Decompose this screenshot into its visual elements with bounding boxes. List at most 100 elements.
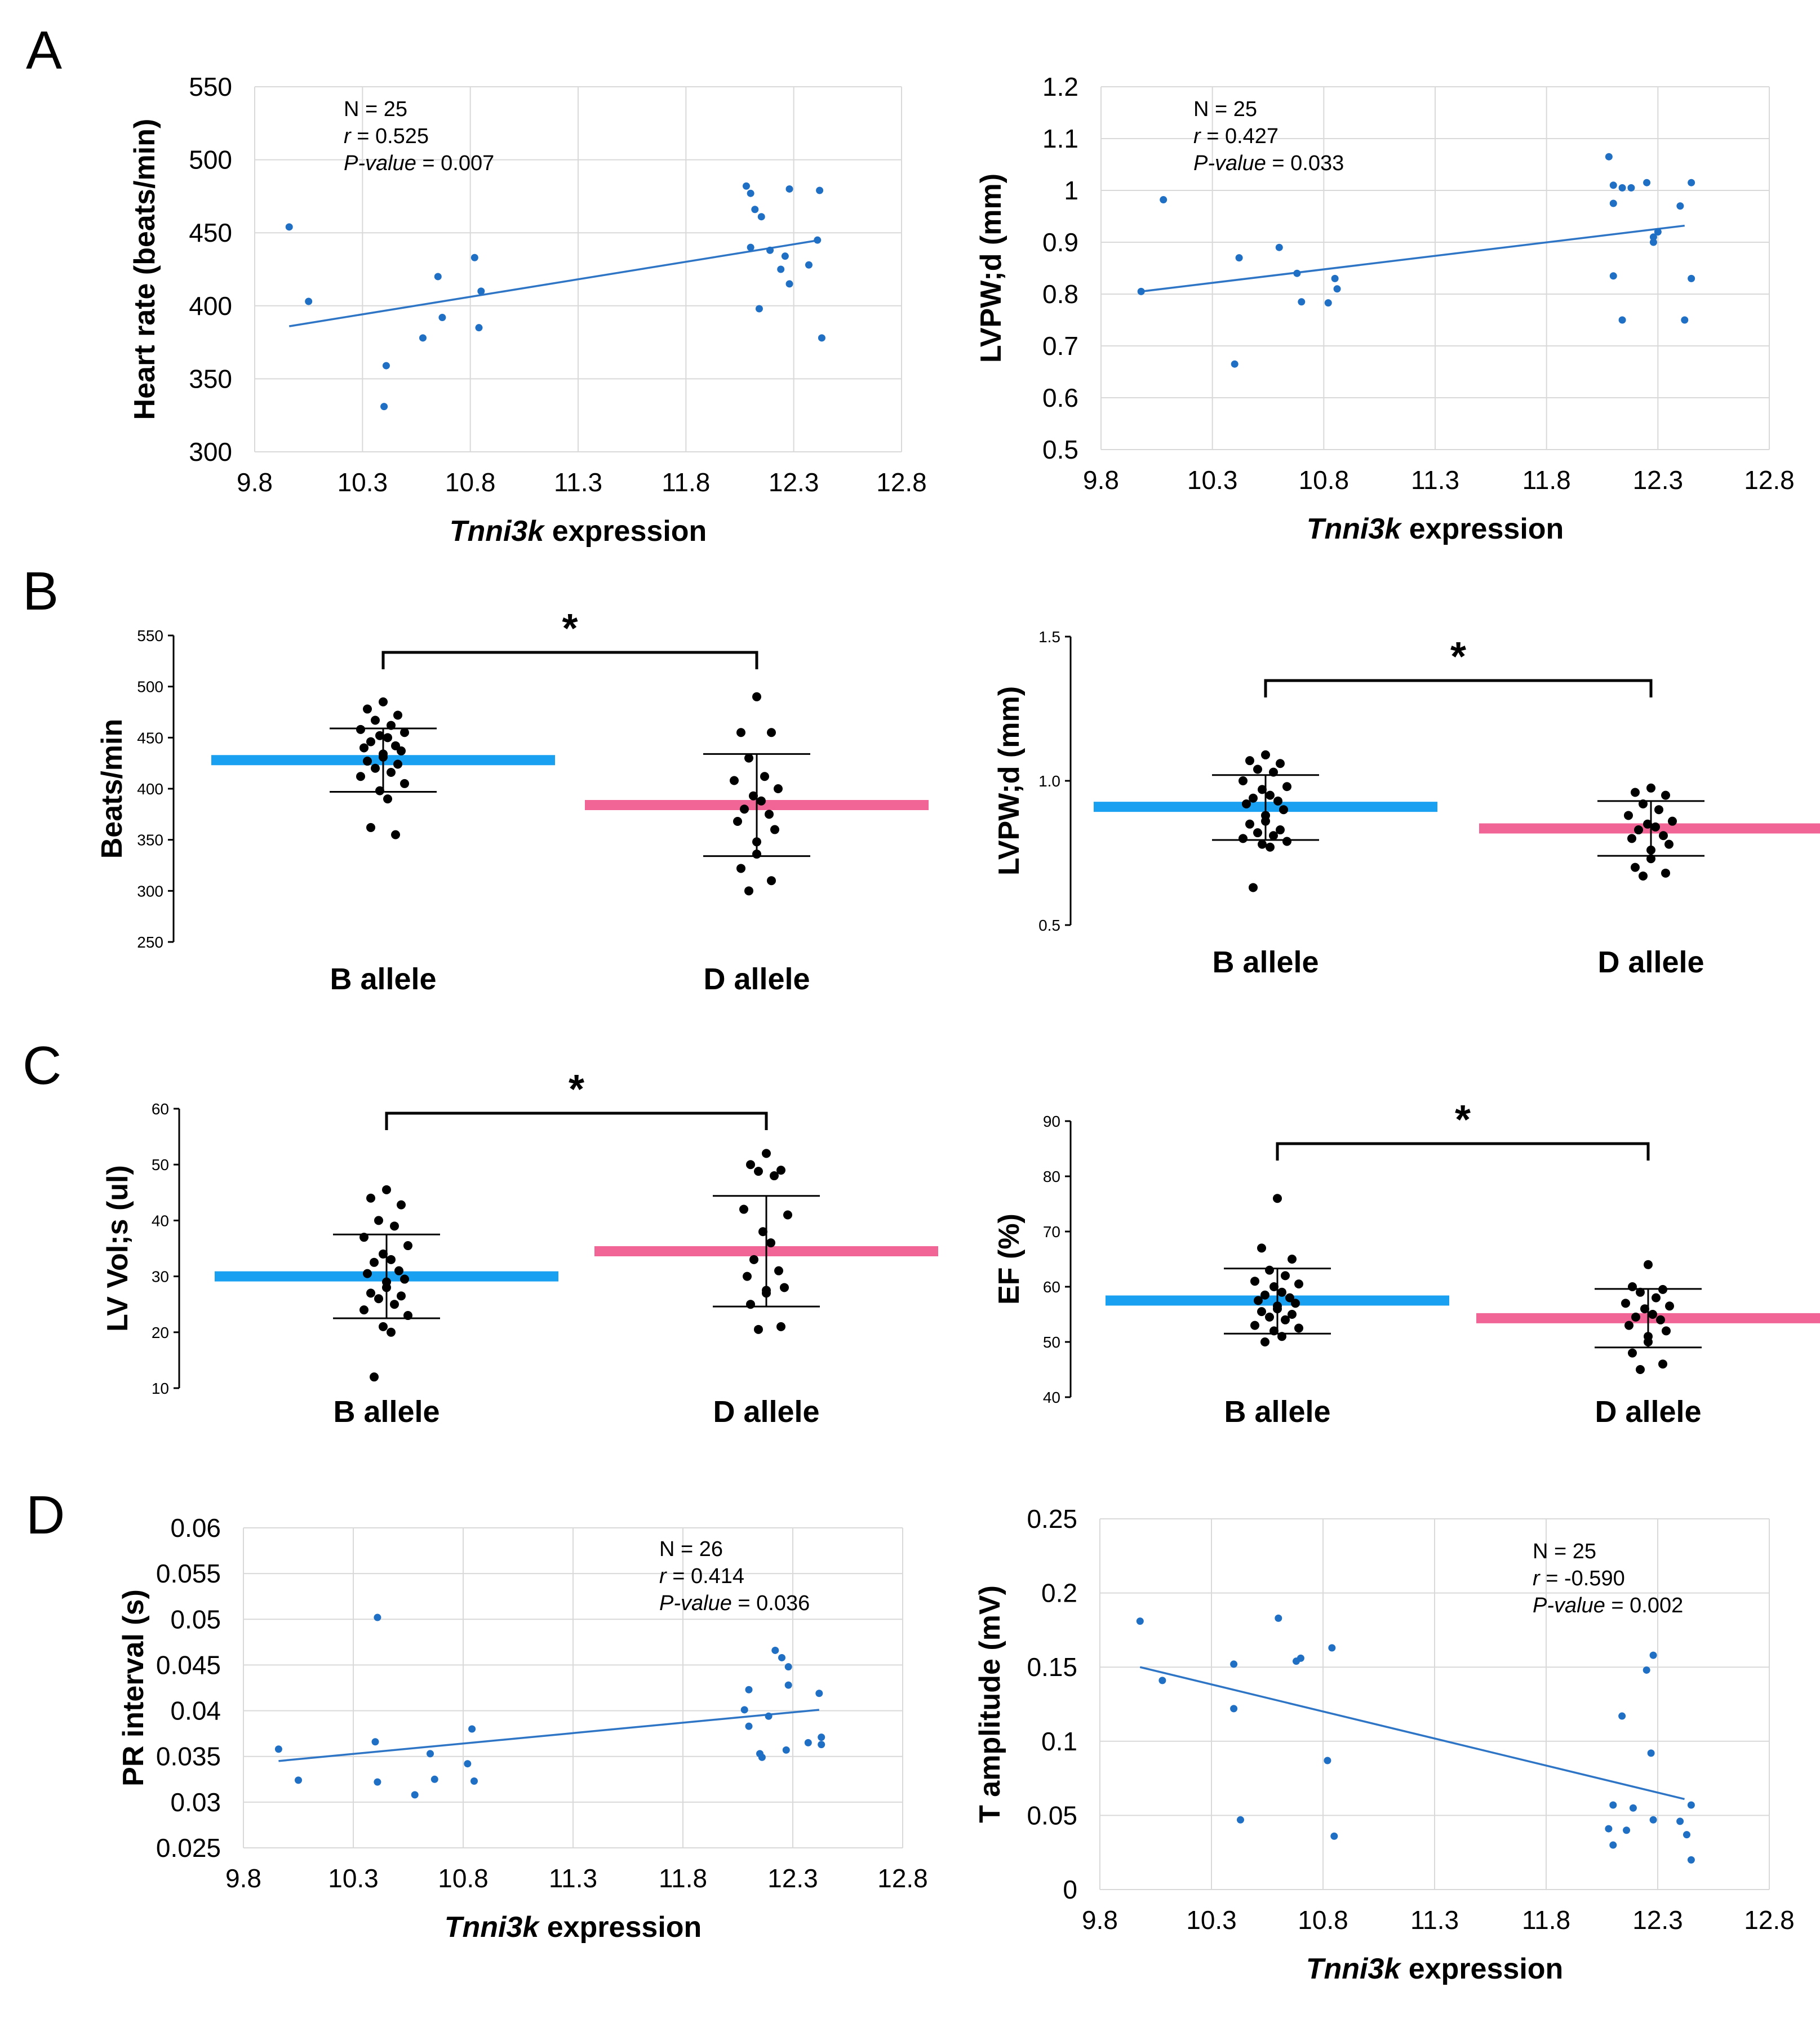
x-tick-label: 9.8	[237, 468, 273, 497]
y-tick-label: 350	[189, 364, 232, 393]
data-point	[744, 753, 753, 763]
data-point	[1658, 1359, 1667, 1369]
data-point	[771, 1646, 779, 1654]
y-axis-title: T amplitude (mV)	[974, 1585, 1006, 1823]
data-point	[1646, 854, 1655, 864]
data-point	[1275, 243, 1283, 251]
chart-a-left: 9.8 10.3 10.8 11.3 11.8 12.3 12.8 300 350 400 450 5…	[128, 72, 927, 548]
data-point	[430, 1775, 438, 1783]
y-tick-label: 0.5	[1042, 435, 1078, 464]
x-tick-label: 11.8	[1522, 465, 1571, 495]
data-point	[782, 1746, 790, 1754]
data-point	[375, 731, 384, 740]
data-point	[1609, 181, 1617, 189]
annotation-p-label: P-value	[1533, 1594, 1605, 1617]
y-tick-label: 500	[137, 678, 163, 696]
annotation-r-label: r	[659, 1564, 667, 1588]
data-point	[1618, 316, 1626, 324]
data-point	[1605, 153, 1613, 161]
annotation-p-value: = 0.033	[1266, 152, 1344, 175]
data-point	[749, 1255, 758, 1264]
annotation-r: r = -0.590	[1533, 1567, 1625, 1590]
y-tick-label: 0.035	[156, 1742, 221, 1771]
x-tick-label: 9.8	[225, 1864, 261, 1893]
annotation-r: r = 0.414	[659, 1564, 744, 1588]
annotation-r-value: = 0.525	[351, 125, 429, 148]
data-point	[776, 1166, 785, 1175]
data-point	[295, 1776, 302, 1784]
y-tick-label: 0.9	[1042, 228, 1078, 257]
annotation-p: P-value = 0.033	[1193, 152, 1344, 175]
data-point	[1249, 883, 1258, 892]
y-tick-label: 60	[1043, 1278, 1060, 1296]
data-point	[391, 830, 400, 839]
data-point	[1609, 199, 1617, 207]
annotation-r-label: r	[344, 125, 352, 148]
data-point	[751, 206, 759, 214]
data-point	[767, 728, 776, 737]
data-point	[1681, 316, 1689, 324]
data-point	[1664, 839, 1673, 849]
data-point	[1661, 868, 1670, 878]
data-point	[1652, 1293, 1661, 1303]
y-axis-title: EF (%)	[993, 1213, 1026, 1305]
data-point	[1294, 1323, 1303, 1333]
data-point	[1254, 1296, 1263, 1305]
data-point	[784, 1663, 792, 1671]
data-point	[1654, 805, 1663, 815]
data-point	[1656, 1315, 1665, 1324]
chart-d-left: 9.8 10.3 10.8 11.3 11.8 12.3 12.8 0.025 0.03 0.03…	[117, 1513, 928, 1944]
data-point	[1137, 287, 1145, 295]
data-point	[745, 1722, 753, 1730]
data-point	[777, 265, 785, 273]
category-label: D allele	[1597, 945, 1704, 979]
data-point	[1249, 793, 1258, 803]
data-point	[1605, 1825, 1613, 1833]
y-tick-label: 0.055	[156, 1559, 221, 1588]
data-point	[400, 779, 409, 788]
data-point	[1273, 796, 1282, 806]
x-tick-label: 11.3	[1410, 1905, 1459, 1935]
data-point	[1639, 871, 1648, 881]
data-point	[1662, 1326, 1671, 1336]
data-point	[1618, 184, 1626, 192]
data-point	[1324, 299, 1332, 307]
data-point	[1239, 776, 1248, 785]
data-point	[742, 182, 750, 190]
data-point	[816, 186, 824, 194]
data-point	[383, 733, 392, 743]
y-tick-label: 1.5	[1038, 628, 1060, 646]
data-point	[755, 305, 763, 313]
y-tick-label: 250	[137, 934, 163, 951]
data-point	[363, 704, 372, 714]
annotation-p-value: = 0.036	[732, 1592, 810, 1615]
y-tick-label: 450	[189, 218, 232, 247]
data-point	[1649, 233, 1657, 241]
data-point	[774, 1266, 783, 1275]
data-point	[374, 1294, 383, 1304]
data-point	[749, 791, 758, 801]
data-point	[1250, 1321, 1259, 1330]
data-point	[762, 1149, 771, 1158]
data-point	[752, 837, 761, 847]
trend-line	[1140, 224, 1685, 293]
data-point	[752, 692, 761, 701]
data-point	[400, 1274, 409, 1284]
annotation-p: P-value = 0.036	[659, 1592, 810, 1615]
data-point	[1265, 1265, 1274, 1275]
data-point	[1273, 1194, 1282, 1203]
y-tick-label: 400	[189, 291, 232, 321]
y-tick-label: 0.03	[170, 1788, 221, 1817]
data-point	[774, 784, 783, 793]
data-point	[730, 776, 739, 785]
data-point	[818, 1741, 825, 1749]
data-point	[1609, 272, 1617, 280]
data-point	[1330, 1832, 1338, 1840]
annotation-n: N = 26	[659, 1537, 723, 1561]
y-tick-label: 0.8	[1042, 279, 1078, 309]
data-point	[770, 825, 779, 834]
data-point	[765, 1712, 773, 1720]
data-point	[1253, 828, 1262, 838]
y-tick-label: 1	[1064, 176, 1078, 205]
data-point	[363, 1269, 372, 1278]
